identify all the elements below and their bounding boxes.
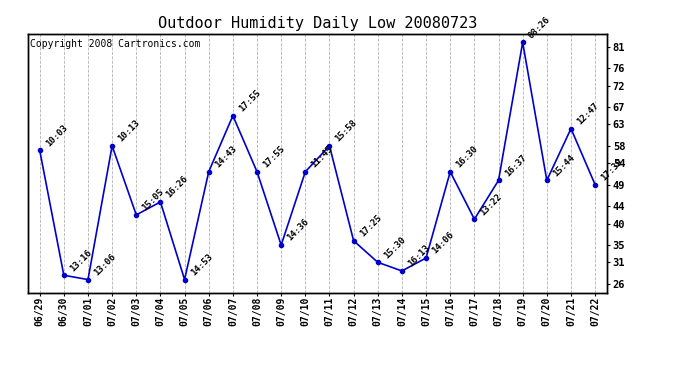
Text: 17:55: 17:55 (262, 144, 286, 170)
Text: 15:05: 15:05 (141, 188, 166, 213)
Text: 16:37: 16:37 (503, 153, 528, 178)
Text: 15:30: 15:30 (382, 235, 407, 260)
Text: 16:30: 16:30 (455, 144, 480, 170)
Text: 13:22: 13:22 (479, 192, 504, 217)
Text: 14:43: 14:43 (213, 144, 238, 170)
Text: 12:47: 12:47 (575, 101, 600, 126)
Text: 10:13: 10:13 (117, 118, 141, 144)
Text: 16:13: 16:13 (406, 243, 431, 269)
Text: 17:55: 17:55 (237, 88, 262, 114)
Title: Outdoor Humidity Daily Low 20080723: Outdoor Humidity Daily Low 20080723 (158, 16, 477, 31)
Text: 15:58: 15:58 (334, 118, 359, 144)
Text: 14:06: 14:06 (431, 231, 455, 256)
Text: 17:25: 17:25 (358, 213, 383, 238)
Text: 14:53: 14:53 (189, 252, 214, 278)
Text: 13:16: 13:16 (68, 248, 93, 273)
Text: 11:45: 11:45 (310, 144, 335, 170)
Text: 14:36: 14:36 (286, 217, 310, 243)
Text: 16:26: 16:26 (165, 174, 190, 200)
Text: 13:06: 13:06 (92, 252, 117, 278)
Text: 15:44: 15:44 (551, 153, 576, 178)
Text: Copyright 2008 Cartronics.com: Copyright 2008 Cartronics.com (30, 39, 201, 49)
Text: 17:39: 17:39 (600, 157, 624, 183)
Text: 10:03: 10:03 (44, 123, 69, 148)
Text: 08:26: 08:26 (527, 15, 552, 40)
